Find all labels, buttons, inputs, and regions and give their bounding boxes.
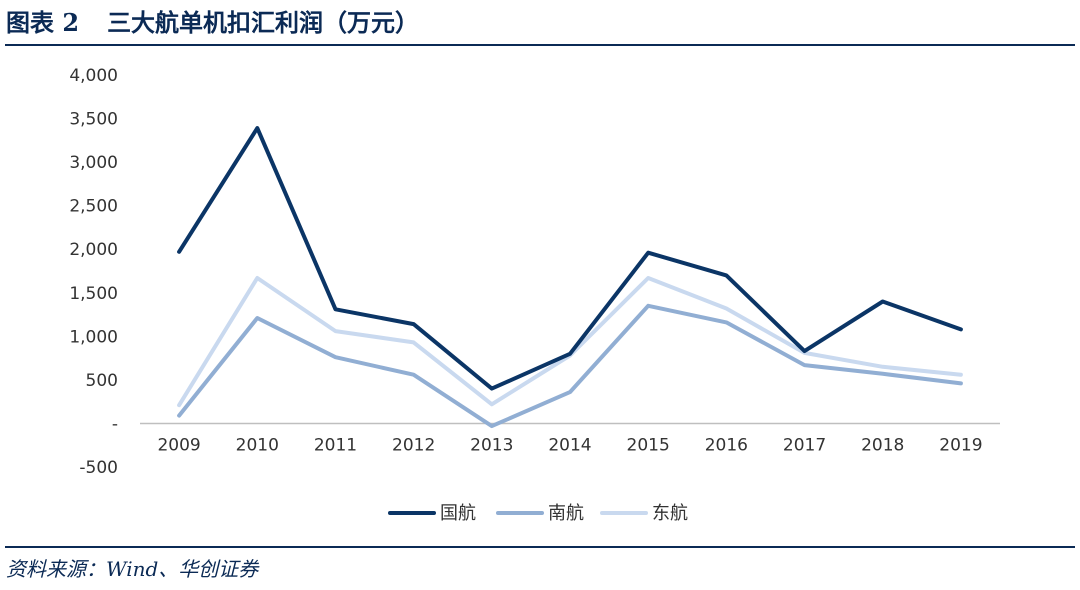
series-line-2: [177, 303, 963, 429]
y-tick-label: 3,000: [69, 153, 118, 173]
series-line-3: [177, 276, 963, 408]
source-rule: [5, 546, 1075, 548]
x-tick-label: 2010: [236, 435, 279, 455]
figure-title-text: 三大航单机扣汇利润（万元）: [107, 8, 420, 37]
figure-title: 图表 2 三大航单机扣汇利润（万元）: [6, 4, 419, 42]
y-tick-label: -: [112, 414, 118, 434]
x-tick-label: 2009: [157, 435, 200, 455]
y-tick-label: -500: [79, 458, 118, 478]
x-tick-label: 2014: [548, 435, 591, 455]
x-tick-label: 2016: [705, 435, 748, 455]
source-note: 资料来源：Wind、华创证券: [6, 557, 259, 581]
line-chart: -500-5001,0001,5002,0002,5003,0003,5004,…: [69, 66, 1000, 524]
y-tick-label: 2,000: [69, 240, 118, 260]
x-tick-label: 2018: [861, 435, 904, 455]
x-tick-label: 2013: [470, 435, 513, 455]
x-axis: 2009 2010 2011 2012 2013 2014 2015 2016 2017 2018…: [157, 435, 982, 455]
y-tick-label: 4,000: [69, 66, 118, 86]
legend-label: 南航: [548, 503, 584, 524]
x-tick-label: 2015: [627, 435, 670, 455]
x-tick-label: 2012: [392, 435, 435, 455]
y-tick-label: 3,500: [69, 110, 118, 130]
y-tick-label: 2,500: [69, 197, 118, 217]
y-tick-label: 1,500: [69, 284, 118, 304]
y-tick-label: 500: [86, 371, 118, 391]
y-axis: -500-5001,0001,5002,0002,5003,0003,5004,…: [69, 66, 118, 478]
y-tick-label: 1,000: [69, 327, 118, 347]
x-tick-label: 2019: [939, 435, 982, 455]
legend-label: 国航: [440, 503, 476, 524]
title-rule: [5, 44, 1075, 46]
x-tick-label: 2011: [314, 435, 357, 455]
series-lines: [177, 126, 963, 429]
x-tick-label: 2017: [783, 435, 826, 455]
series-line-1: [177, 126, 963, 391]
legend: 国航 南航 东航: [388, 503, 688, 524]
legend-label: 东航: [652, 503, 688, 524]
figure-label: 图表 2: [6, 8, 80, 37]
